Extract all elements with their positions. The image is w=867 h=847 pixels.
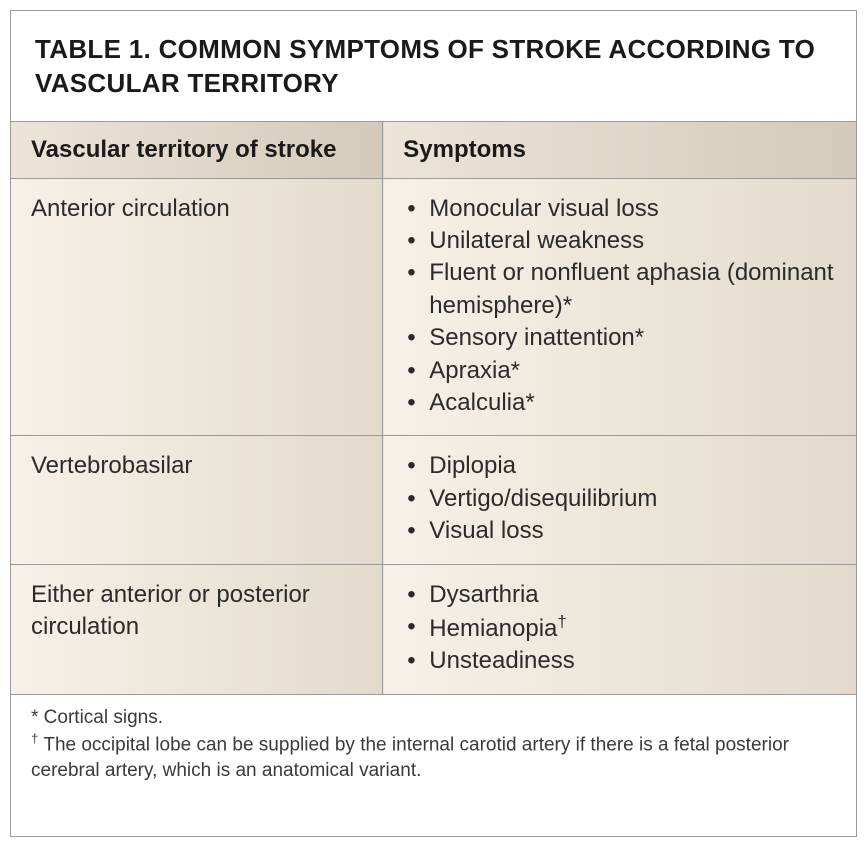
footnotes: * Cortical signs. † The occipital lobe c… (11, 695, 856, 798)
table-row: Vertebrobasilar Diplopia Vertigo/disequi… (11, 436, 856, 564)
symptom-item: Monocular visual loss (403, 193, 836, 225)
symptom-list: Diplopia Vertigo/disequilibrium Visual l… (403, 450, 836, 547)
territory-cell: Vertebrobasilar (11, 436, 383, 564)
col-header-territory: Vascular territory of stroke (11, 121, 383, 178)
table-title-box: TABLE 1. COMMON SYMPTOMS OF STROKE ACCOR… (11, 11, 856, 121)
symptom-item: Unsteadiness (403, 645, 836, 677)
symptom-item: Visual loss (403, 515, 836, 547)
table-number: TABLE 1. (35, 34, 151, 64)
table-title: TABLE 1. COMMON SYMPTOMS OF STROKE ACCOR… (35, 33, 832, 101)
symptom-item: Sensory inattention* (403, 322, 836, 354)
symptoms-cell: Dysarthria Hemianopia† Unsteadiness (383, 564, 856, 694)
symptom-item: Fluent or nonfluent aphasia (dominant he… (403, 257, 836, 322)
col-header-symptoms: Symptoms (383, 121, 856, 178)
territory-cell: Anterior circulation (11, 178, 383, 436)
footnote: † The occipital lobe can be supplied by … (31, 730, 836, 784)
symptom-item: Acalculia* (403, 387, 836, 419)
symptom-list: Dysarthria Hemianopia† Unsteadiness (403, 579, 836, 678)
symptom-item: Hemianopia† (403, 611, 836, 645)
symptoms-cell: Diplopia Vertigo/disequilibrium Visual l… (383, 436, 856, 564)
symptom-item: Unilateral weakness (403, 225, 836, 257)
symptoms-cell: Monocular visual loss Unilateral weaknes… (383, 178, 856, 436)
territory-cell: Either anterior or posterior circulation (11, 564, 383, 694)
table-row: Either anterior or posterior circulation… (11, 564, 856, 694)
symptom-list: Monocular visual loss Unilateral weaknes… (403, 193, 836, 420)
table-row: Anterior circulation Monocular visual lo… (11, 178, 856, 436)
table-caption: COMMON SYMPTOMS OF STROKE ACCORDING TO V… (35, 34, 815, 98)
symptom-item: Vertigo/disequilibrium (403, 483, 836, 515)
symptom-item: Diplopia (403, 450, 836, 482)
symptoms-table: Vascular territory of stroke Symptoms An… (11, 121, 856, 695)
symptom-item: Dysarthria (403, 579, 836, 611)
table-container: TABLE 1. COMMON SYMPTOMS OF STROKE ACCOR… (10, 10, 857, 837)
footnote: * Cortical signs. (31, 705, 836, 731)
symptom-item: Apraxia* (403, 355, 836, 387)
table-header-row: Vascular territory of stroke Symptoms (11, 121, 856, 178)
